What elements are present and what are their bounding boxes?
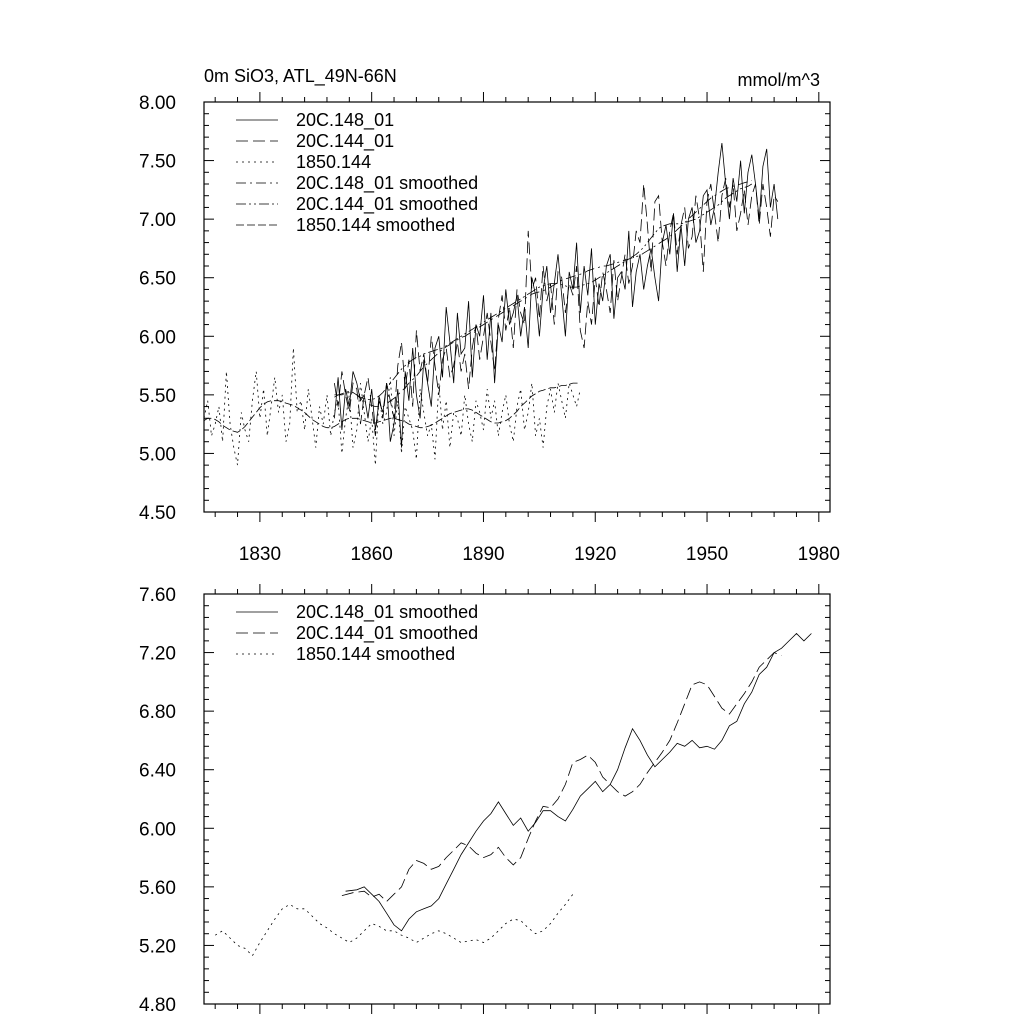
y-tick-label: 7.00 [139, 210, 176, 231]
units-label: mmol/m^3 [738, 70, 820, 90]
series-line-1850-144-smoothed [214, 893, 574, 957]
legend-label: 20C.148_01 [296, 110, 394, 131]
x-tick-label: 1920 [574, 544, 616, 565]
x-tick-label: 1860 [351, 544, 393, 565]
top-panel: 1830 1860 1890 1920 1950 1980 4.50 5.00 5.50 6.00… [139, 92, 840, 565]
plot-frame [203, 593, 831, 1005]
bottom-panel: 4.80 5.20 5.60 6.00 6.40 6.80 7.20 7.60 20C.148_… [139, 584, 831, 1016]
y-tick-label: 6.00 [139, 819, 176, 840]
y-tick-label: 5.60 [139, 878, 176, 899]
legend-label: 20C.144_01 smoothed [296, 194, 478, 215]
chart-title: 0m SiO3, ATL_49N-66N [204, 66, 397, 87]
y-tick-label: 4.80 [139, 995, 176, 1016]
y-tick-label: 5.00 [139, 444, 176, 465]
legend-label: 20C.144_01 [296, 131, 394, 152]
series-line-1850-144-smoothed [203, 382, 581, 433]
legend-label: 20C.148_01 smoothed [296, 173, 478, 194]
series-line-20c-148-01 [334, 142, 779, 448]
legend-label: 1850.144 smoothed [296, 215, 455, 235]
x-tick-label: 1950 [686, 544, 728, 565]
legend-label: 20C.144_01 smoothed [296, 623, 478, 644]
x-tick-label: 1830 [239, 544, 281, 565]
y-tick-label: 5.20 [139, 936, 176, 957]
y-tick-label: 7.60 [139, 585, 176, 606]
y-tick-label: 7.50 [139, 152, 176, 173]
legend-label: 20C.148_01 smoothed [296, 602, 478, 623]
legend-label: 1850.144 smoothed [296, 644, 455, 664]
y-tick-label: 7.20 [139, 644, 176, 665]
series-line-20c-144-01 [334, 178, 779, 436]
y-tick-label: 4.50 [139, 503, 176, 524]
plot-frame [203, 101, 831, 513]
series-line-1850-144 [203, 347, 581, 466]
x-tick-label: 1890 [462, 544, 504, 565]
series-line-20c-148-01-smoothed [345, 632, 812, 932]
series-line-20c-144-01-smoothed [334, 183, 753, 400]
series-line-20c-144-01-smoothed [341, 652, 782, 903]
legend-label: 1850.144 [296, 152, 371, 172]
y-tick-label: 6.40 [139, 761, 176, 782]
y-tick-label: 6.50 [139, 269, 176, 290]
y-tick-label: 8.00 [139, 93, 176, 114]
y-tick-label: 6.80 [139, 702, 176, 723]
y-tick-label: 6.00 [139, 327, 176, 348]
series-line-20c-148-01-smoothed [334, 180, 752, 408]
y-tick-label: 5.50 [139, 386, 176, 407]
x-tick-label: 1980 [798, 544, 840, 565]
